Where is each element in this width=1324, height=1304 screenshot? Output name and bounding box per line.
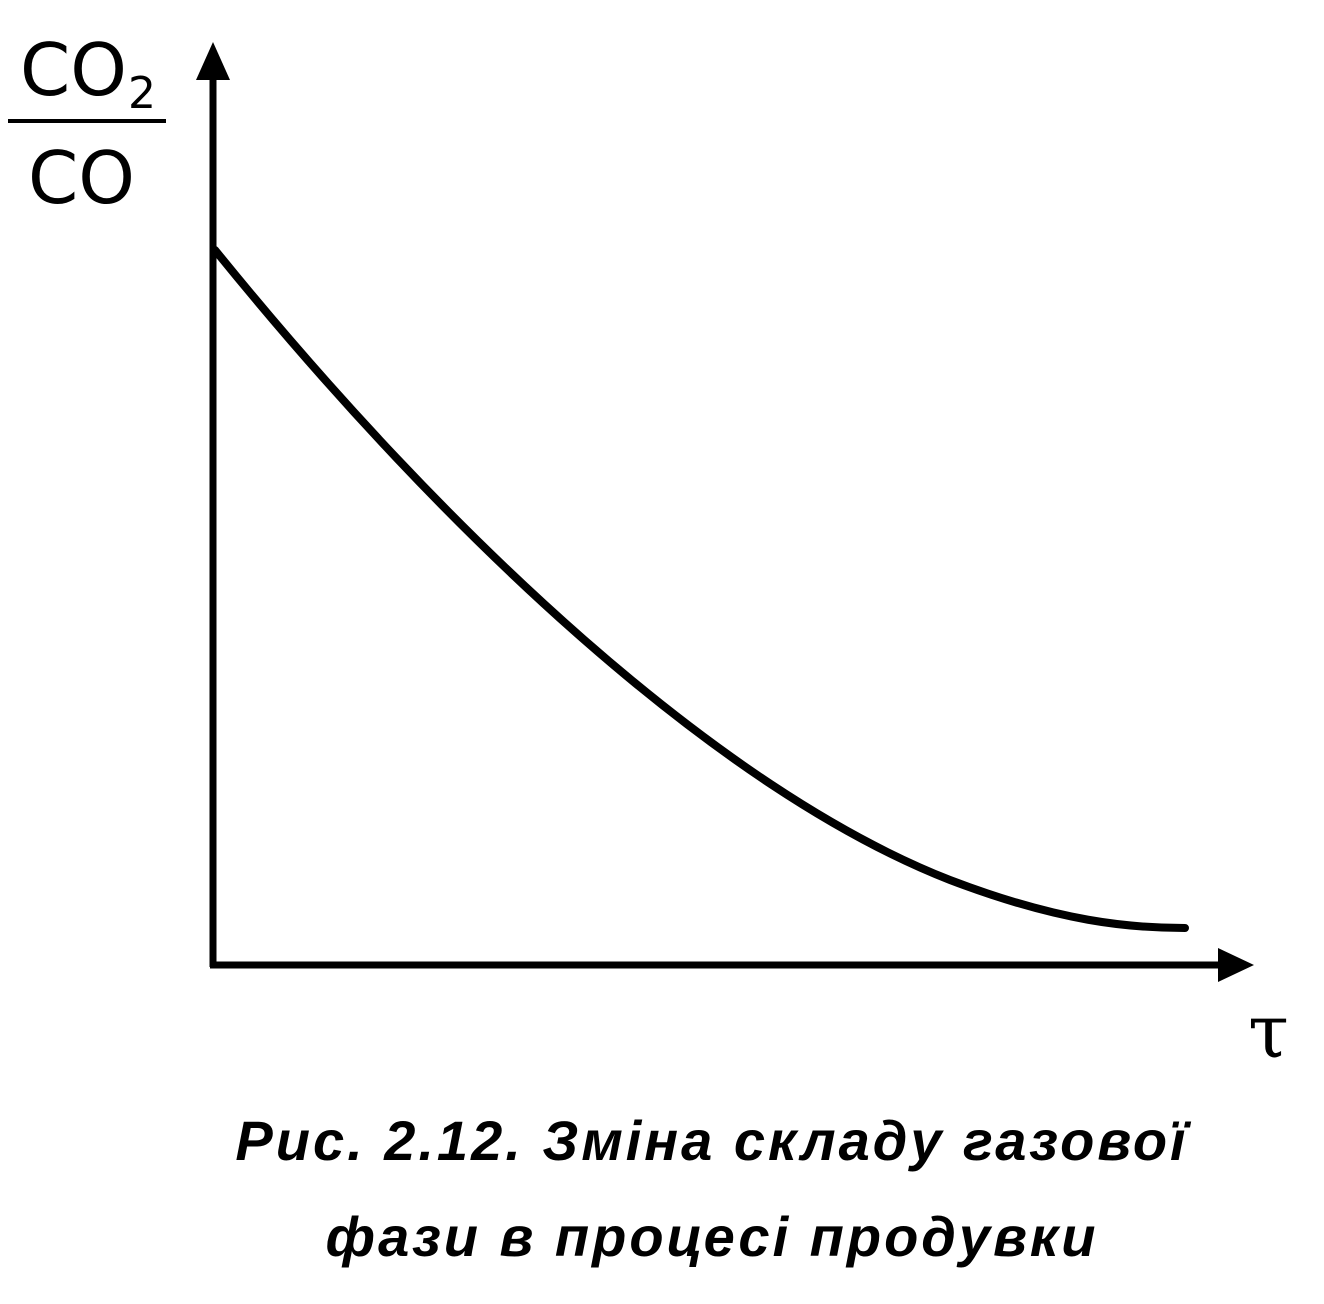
x-label: τ	[1248, 989, 1289, 1075]
y-label-subscript: 2	[128, 68, 156, 119]
y-label-denominator: CO	[28, 136, 135, 220]
caption-line: Рис. 2.12. Зміна складу газової	[235, 1109, 1192, 1172]
y-axis-arrow	[196, 42, 230, 80]
caption-line: фази в процесі продувки	[326, 1205, 1099, 1268]
x-axis-arrow	[1218, 948, 1254, 982]
y-label-numerator: CO	[20, 28, 127, 112]
curve	[211, 246, 1189, 932]
